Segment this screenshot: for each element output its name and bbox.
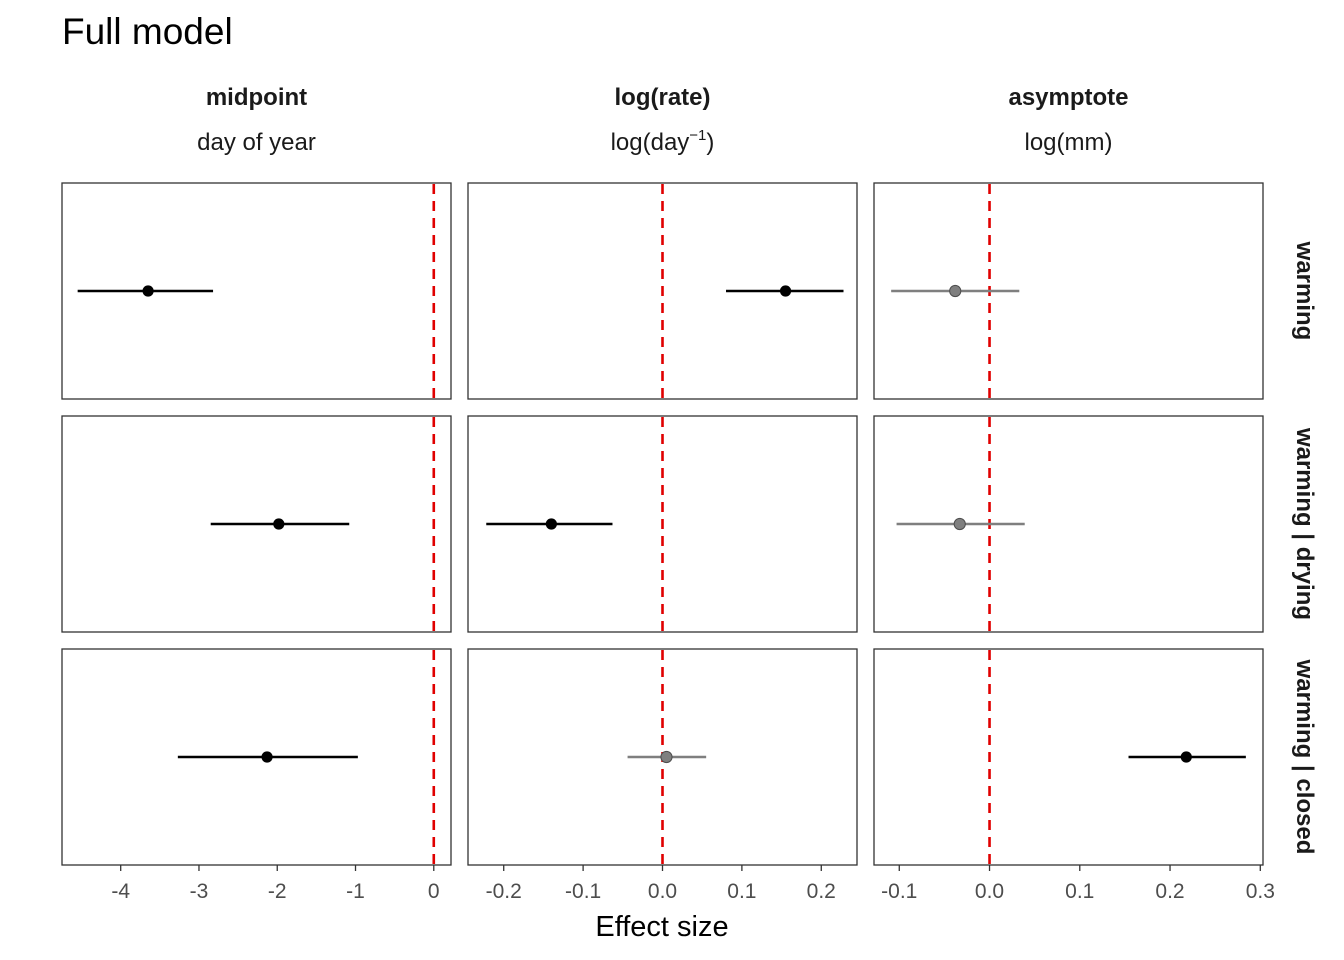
x-tick-label-1-1: -0.1 [565,880,601,903]
x-tick-label-0-0: -4 [111,880,130,903]
x-tick-label-2-0: -0.1 [881,880,917,903]
x-axis-title: Effect size [595,911,728,943]
x-tick-label-1-4: 0.2 [807,880,836,903]
row-label-1: warming | drying [1291,427,1318,620]
x-tick-label-1-3: 0.1 [727,880,756,903]
point-estimate-0-2 [949,284,962,298]
point-estimate-1-2 [953,517,966,531]
x-tick-label-0-3: -1 [346,880,365,903]
row-label-0: warming [1291,241,1318,341]
x-tick-label-0-4: 0 [428,880,440,903]
x-tick-label-0-1: -3 [190,880,209,903]
point-estimate-0-0 [142,285,154,297]
facet-unit-0: day of year [197,129,316,156]
x-tick-label-2-2: 0.1 [1065,880,1094,903]
facet-title-2: asymptote [1008,84,1128,111]
point-estimate-2-2 [1180,751,1192,763]
point-estimate-1-0 [273,518,285,530]
point-estimate-0-1 [779,285,792,297]
x-tick-label-0-2: -2 [268,880,287,903]
x-tick-label-2-3: 0.2 [1155,880,1184,903]
x-tick-label-2-1: 0.0 [975,880,1004,903]
x-tick-label-1-0: -0.2 [486,880,522,903]
point-estimate-2-1 [660,750,673,764]
facet-title-0: midpoint [206,84,307,111]
row-label-2: warming | closed [1291,659,1318,855]
point-estimate-2-0 [261,751,273,763]
x-tick-label-2-4: 0.3 [1246,880,1275,903]
chart-title: Full model [62,11,233,52]
x-tick-label-1-2: 0.0 [648,880,677,903]
facet-title-1: log(rate) [615,84,711,111]
facet-unit-1: log(day−1) [611,127,715,156]
point-estimate-1-1 [545,518,557,530]
facet-grid: midpoint day of year log(rate) log(day−1) as… [61,84,1318,903]
facet-unit-2: log(mm) [1025,129,1113,156]
